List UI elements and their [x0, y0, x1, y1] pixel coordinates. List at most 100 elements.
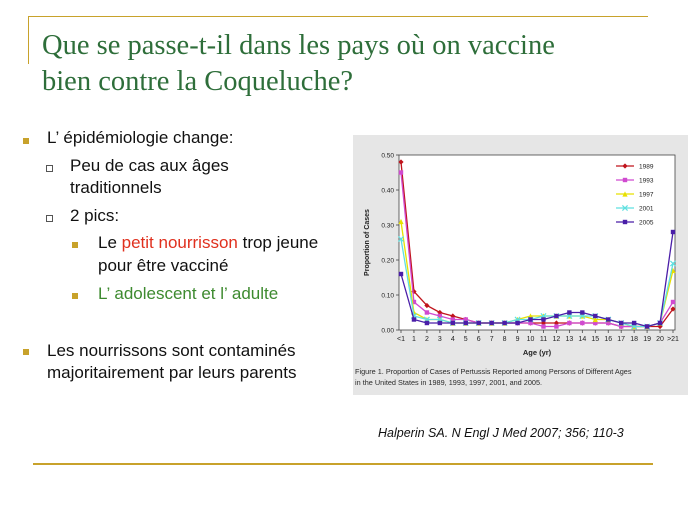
x-axis-label: Age (yr)	[523, 348, 552, 357]
data-point-1993	[398, 170, 404, 175]
bullet-marker	[23, 349, 29, 355]
x-tick-label: 18	[630, 336, 638, 343]
data-point-2005	[515, 320, 520, 326]
data-point-1993	[437, 313, 443, 319]
sub-bullet-few-cases-2: traditionnels	[70, 178, 162, 197]
y-tick-label: 0.40	[381, 188, 394, 195]
bottom-rule	[33, 463, 653, 465]
data-point-2001	[397, 235, 405, 243]
x-tick-label: 13	[565, 336, 573, 343]
data-point-1993	[670, 299, 676, 305]
legend-label-1997: 1997	[639, 192, 654, 199]
data-point-2005	[489, 320, 494, 326]
data-point-1989	[450, 313, 456, 319]
series-line-2001	[400, 238, 674, 328]
bullet-epidemiology: L’ épidémiologie change:	[47, 128, 234, 147]
data-point-2005	[657, 320, 663, 326]
data-point-1993	[450, 317, 456, 322]
data-point-2005	[450, 320, 456, 326]
sub-sub-bullet-infant-line2: pour être vacciné	[98, 256, 229, 275]
data-point-1989	[437, 309, 443, 316]
legend-label-2001: 2001	[639, 206, 654, 213]
data-point-1997	[592, 316, 598, 323]
data-point-2005	[631, 320, 637, 326]
data-point-2005	[580, 310, 585, 315]
sub-bullet-two-peaks: 2 pics:	[70, 206, 120, 225]
x-tick-label: 4	[451, 336, 455, 343]
data-point-2005	[593, 313, 598, 319]
legend-label-1989: 1989	[639, 164, 654, 171]
legend-marker-1993	[622, 177, 628, 183]
legend-label-1993: 1993	[639, 178, 654, 185]
slide-title: Que se passe-t-il dans les pays où on va…	[42, 28, 662, 100]
data-point-2005	[398, 271, 404, 277]
sub-bullet-marker	[46, 215, 53, 222]
data-point-1993	[424, 310, 430, 315]
legend-label-2005: 2005	[639, 220, 654, 227]
bullet-marker	[72, 293, 78, 299]
data-point-1989	[398, 159, 404, 165]
x-tick-label: 2	[425, 336, 429, 343]
x-tick-label: 9	[516, 336, 520, 343]
x-tick-label: 3	[438, 336, 442, 343]
x-tick-label: 15	[591, 336, 599, 343]
sub-bullet-marker	[46, 165, 53, 172]
x-tick-label: 10	[527, 336, 535, 343]
left-rule	[28, 16, 29, 64]
data-point-2005	[541, 317, 546, 322]
legend-marker-2001	[621, 204, 629, 212]
data-point-1997	[527, 313, 534, 319]
sub-bullet-few-cases-1: Peu de cas aux âges	[70, 156, 229, 175]
plot-area	[398, 154, 676, 331]
data-point-1989	[424, 302, 430, 309]
data-point-1993	[593, 320, 598, 326]
x-tick-label: 1	[412, 336, 416, 343]
data-point-2005	[644, 324, 650, 329]
data-point-1989	[553, 320, 560, 326]
y-tick-label: 0.20	[381, 258, 394, 265]
data-point-1993	[618, 324, 624, 329]
data-point-2005	[502, 320, 507, 326]
data-point-1993	[567, 320, 572, 326]
data-point-1989	[540, 320, 547, 326]
x-tick-label: 11	[540, 336, 547, 343]
data-point-2005	[567, 310, 572, 315]
data-point-1993	[541, 324, 546, 329]
data-point-2005	[437, 320, 443, 326]
x-tick-label: 17	[617, 336, 625, 343]
y-tick-label: 0.30	[381, 223, 394, 230]
legend-marker-1997	[622, 191, 628, 197]
sub-sub-bullet-adolescent: L’ adolescent et l’ adulte	[98, 284, 279, 303]
y-tick-label: 0.10	[381, 293, 394, 300]
figure-caption-line-1: Figure 1. Proportion of Cases of Pertuss…	[355, 367, 632, 376]
y-axis-label: Proportion of Cases	[364, 209, 371, 276]
x-tick-label: 20	[656, 336, 664, 343]
x-tick-label: 16	[604, 336, 612, 343]
pertussis-chart: 0.000.100.200.300.400.50<1 1 2 3 4 5 6 7 8 9 10 11 1…	[355, 153, 679, 388]
highlight-petit-nourrisson: petit nourrisson	[121, 233, 238, 252]
citation: Halperin SA. N Engl J Med 2007; 356; 110…	[378, 426, 624, 440]
data-point-1993	[463, 317, 468, 322]
x-tick-label: 7	[490, 336, 494, 343]
bullet-parents-1: Les nourrissons sont contaminés	[47, 341, 296, 360]
data-point-2005	[528, 317, 533, 322]
data-point-1989	[670, 306, 676, 312]
x-tick-label: <1	[397, 336, 405, 343]
pertussis-figure: 0.00 0.10 0.20 0.30 0.40 0.50 <1 1 2 3 4 5 6 7 8 9 10 11 1…	[353, 135, 688, 395]
x-tick-label: 5	[464, 336, 468, 343]
top-rule	[28, 16, 648, 17]
x-tick-label: >21	[667, 336, 679, 343]
x-tick-label: 6	[477, 336, 481, 343]
data-point-1993	[528, 320, 533, 326]
y-tick-label: 0.00	[381, 328, 394, 335]
x-tick-label: 19	[643, 336, 651, 343]
sub-sub-bullet-infant: Le petit nourrisson trop jeune	[98, 233, 319, 252]
data-point-1993	[411, 299, 417, 305]
bullet-parents-2: majoritairement par leurs parents	[47, 363, 297, 382]
data-point-2005	[618, 320, 624, 326]
data-point-1993	[580, 320, 585, 326]
data-point-2005	[424, 320, 430, 326]
x-tick-label: 8	[503, 336, 507, 343]
data-point-2005	[606, 317, 611, 322]
data-point-1993	[606, 320, 611, 326]
